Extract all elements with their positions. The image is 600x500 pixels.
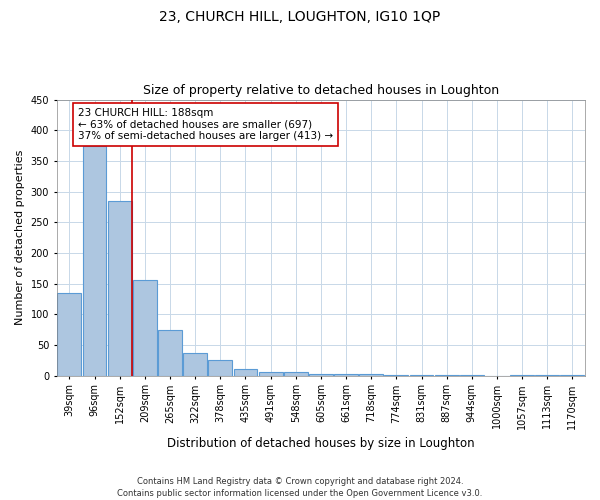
Y-axis label: Number of detached properties: Number of detached properties	[15, 150, 25, 325]
Bar	[183, 353, 207, 376]
Bar	[410, 375, 433, 376]
Bar	[510, 375, 534, 376]
Bar	[233, 370, 257, 376]
Bar	[560, 375, 584, 376]
Bar	[334, 374, 358, 376]
Bar	[108, 200, 131, 376]
Bar	[535, 375, 559, 376]
Text: Contains HM Land Registry data © Crown copyright and database right 2024.
Contai: Contains HM Land Registry data © Crown c…	[118, 476, 482, 498]
Bar	[158, 330, 182, 376]
Bar	[385, 375, 409, 376]
Title: Size of property relative to detached houses in Loughton: Size of property relative to detached ho…	[143, 84, 499, 97]
Bar	[359, 374, 383, 376]
Bar	[435, 375, 458, 376]
Bar	[309, 374, 333, 376]
Bar	[58, 292, 82, 376]
Text: 23 CHURCH HILL: 188sqm
← 63% of detached houses are smaller (697)
37% of semi-de: 23 CHURCH HILL: 188sqm ← 63% of detached…	[78, 108, 333, 141]
Bar	[83, 146, 106, 376]
Bar	[133, 280, 157, 376]
Bar	[460, 375, 484, 376]
Text: 23, CHURCH HILL, LOUGHTON, IG10 1QP: 23, CHURCH HILL, LOUGHTON, IG10 1QP	[160, 10, 440, 24]
Bar	[259, 372, 283, 376]
X-axis label: Distribution of detached houses by size in Loughton: Distribution of detached houses by size …	[167, 437, 475, 450]
Bar	[284, 372, 308, 376]
Bar	[208, 360, 232, 376]
